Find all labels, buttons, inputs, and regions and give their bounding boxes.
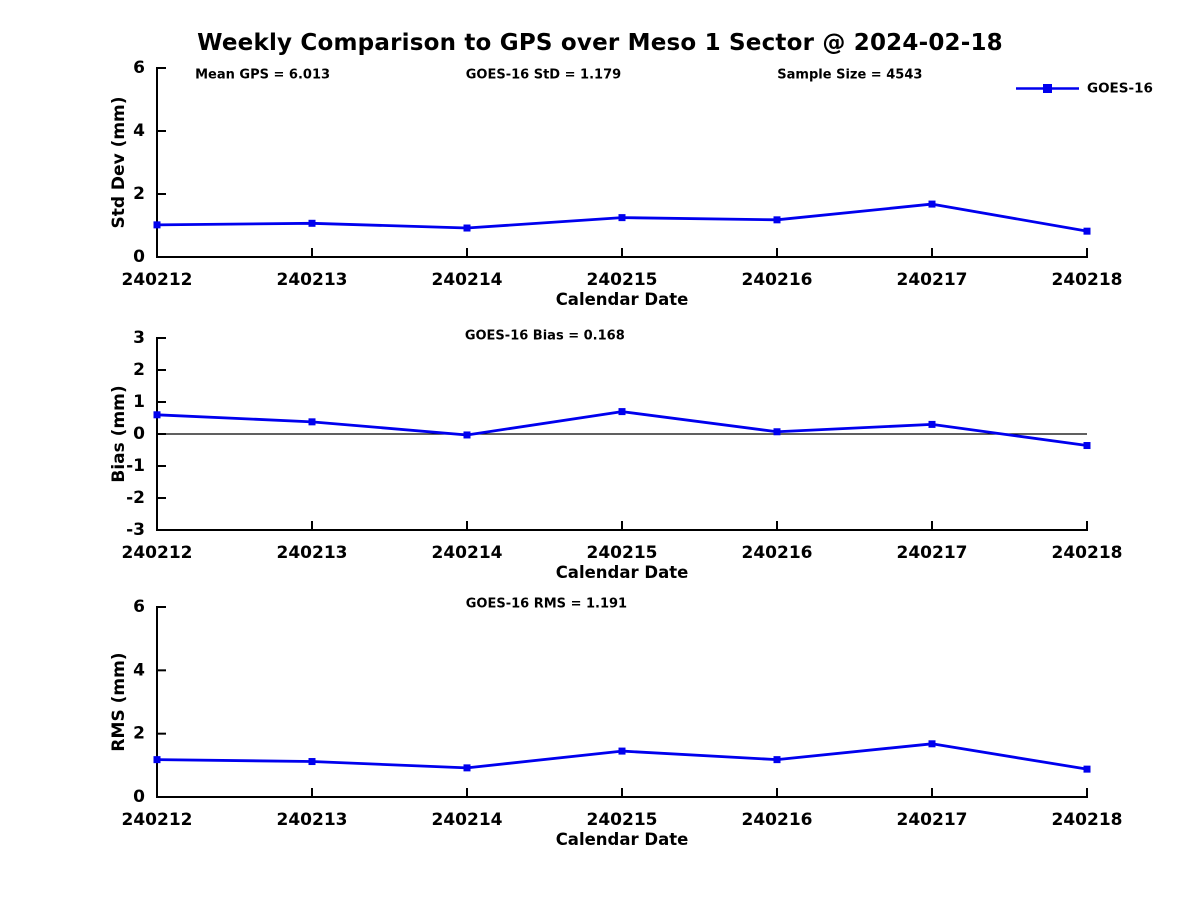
data-point-marker [618, 214, 626, 222]
data-point-marker [153, 756, 161, 764]
y-tick-label: 2 [133, 360, 145, 380]
y-tick-label: 0 [133, 424, 145, 444]
legend-marker-icon [1043, 84, 1052, 93]
data-point-marker [153, 411, 161, 419]
subplot-bias-mm: -3 -2 -1 0 1 2 3 240212 240213 240214 240215 240216… [109, 328, 1122, 582]
stat-annotation: GOES-16 Bias = 0.168 [465, 329, 625, 344]
data-point-marker [463, 764, 471, 772]
data-point-marker [773, 428, 781, 436]
x-tick-label: 240212 [122, 810, 193, 830]
y-axis-title: Bias (mm) [109, 385, 129, 482]
x-axis-title: Calendar Date [556, 563, 689, 582]
x-tick-label: 240217 [897, 810, 968, 830]
y-tick-label: 0 [133, 787, 145, 807]
legend: GOES-16 [1016, 81, 1153, 97]
data-point-marker [928, 740, 936, 748]
x-tick-label: 240216 [742, 543, 813, 563]
data-point-marker [308, 418, 316, 426]
data-point-marker [618, 747, 626, 755]
subplot-std-dev-mm: 0 2 4 6 240212 240213 240214 240215 240216 240217… [109, 58, 1153, 309]
data-point-marker [463, 431, 471, 439]
y-tick-label: 1 [133, 392, 145, 412]
stat-annotation: Sample Size = 4543 [777, 68, 922, 83]
data-point-marker [618, 408, 626, 416]
x-tick-label: 240214 [432, 543, 503, 563]
data-point-marker [1083, 442, 1091, 450]
x-tick-label: 240212 [122, 270, 193, 290]
data-point-marker [773, 216, 781, 224]
y-tick-label: -1 [126, 456, 145, 476]
y-tick-label: 3 [133, 328, 145, 348]
x-tick-label: 240214 [432, 810, 503, 830]
x-tick-label: 240218 [1052, 270, 1123, 290]
x-tick-label: 240212 [122, 543, 193, 563]
data-point-marker [1083, 765, 1091, 773]
y-tick-label: 2 [133, 184, 145, 204]
stat-annotation: GOES-16 StD = 1.179 [466, 68, 621, 83]
chart-title: Weekly Comparison to GPS over Meso 1 Sec… [197, 30, 1003, 56]
x-tick-label: 240215 [587, 270, 658, 290]
x-tick-label: 240215 [587, 543, 658, 563]
data-point-marker [1083, 227, 1091, 235]
y-tick-label: -2 [126, 488, 145, 508]
x-tick-label: 240213 [277, 810, 348, 830]
x-tick-label: 240217 [897, 270, 968, 290]
x-tick-label: 240218 [1052, 543, 1123, 563]
legend-label: GOES-16 [1087, 81, 1153, 97]
y-axis-title: RMS (mm) [109, 652, 129, 751]
stat-annotation: GOES-16 RMS = 1.191 [466, 597, 627, 612]
y-tick-label: -3 [126, 520, 145, 540]
data-point-marker [463, 224, 471, 232]
y-tick-label: 4 [133, 121, 145, 141]
y-tick-label: 6 [133, 58, 145, 78]
y-tick-label: 2 [133, 724, 145, 744]
y-tick-label: 6 [133, 597, 145, 617]
data-point-marker [308, 758, 316, 766]
x-tick-label: 240217 [897, 543, 968, 563]
y-axis-title: Std Dev (mm) [109, 96, 129, 228]
data-point-marker [773, 756, 781, 764]
x-tick-label: 240218 [1052, 810, 1123, 830]
x-tick-label: 240213 [277, 543, 348, 563]
series-line [156, 410, 1088, 447]
data-point-marker [308, 219, 316, 227]
x-tick-label: 240216 [742, 270, 813, 290]
x-tick-label: 240215 [587, 810, 658, 830]
data-point-marker [928, 200, 936, 208]
subplot-rms-mm: 0 2 4 6 240212 240213 240214 240215 240216 240217… [109, 597, 1122, 850]
data-point-marker [928, 420, 936, 428]
y-tick-label: 4 [133, 660, 145, 680]
y-tick-label: 0 [133, 247, 145, 267]
x-axis-title: Calendar Date [556, 830, 689, 849]
data-point-marker [153, 221, 161, 229]
x-axis-title: Calendar Date [556, 290, 689, 309]
x-tick-label: 240213 [277, 270, 348, 290]
stat-annotation: Mean GPS = 6.013 [195, 68, 330, 83]
x-tick-label: 240214 [432, 270, 503, 290]
x-tick-label: 240216 [742, 810, 813, 830]
